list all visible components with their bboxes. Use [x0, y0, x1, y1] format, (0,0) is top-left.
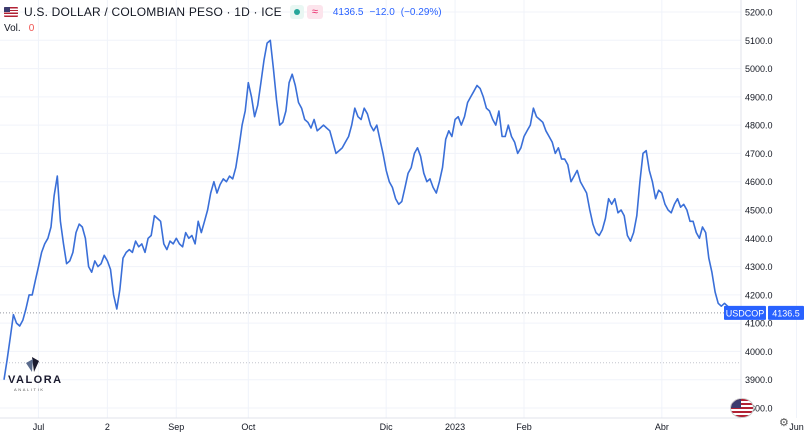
currency-flag-icon[interactable] [730, 398, 754, 418]
us-flag-icon [4, 7, 18, 17]
y-axis[interactable]: 3800.0 3900.0 4000.0 4100.0 4200.0 4300.0 4400… [745, 8, 773, 414]
x-tick-label: 2 [105, 422, 110, 432]
price-change: −12.0 [369, 6, 395, 18]
y-tick-label: 4300.0 [745, 262, 773, 272]
price-change-percent: (−0.29%) [400, 6, 442, 18]
y-tick-label: 3800.0 [745, 404, 773, 414]
y-tick-label: 3900.0 [745, 375, 773, 385]
y-tick-label: 5200.0 [745, 8, 773, 18]
settings-gear-icon[interactable]: ⚙ [779, 417, 789, 429]
volume-label: Vol. [4, 23, 21, 34]
dotted-levels [0, 312, 741, 364]
volume-value: 0 [28, 23, 35, 34]
last-price-tag: USDCOP 4136.5 [724, 305, 804, 320]
y-tick-label: 4800.0 [745, 121, 773, 131]
y-tick-label: 4900.0 [745, 92, 773, 102]
status-dot-icon [293, 9, 300, 15]
equal-icon[interactable]: ≈ [306, 5, 323, 19]
x-tick-label: Feb [516, 422, 532, 432]
logo-triangle-icon [26, 357, 39, 372]
x-tick-label: 2023 [445, 422, 465, 432]
y-tick-label: 4200.0 [745, 290, 773, 300]
chart-legend-header[interactable]: U.S. DOLLAR / COLOMBIAN PESO · 1D · ICE … [4, 4, 448, 20]
price-series-line [3, 39, 738, 380]
status-indicator[interactable] [289, 5, 304, 19]
x-tick-label: Dic [380, 422, 393, 432]
x-tick-label: Sep [168, 422, 184, 432]
volume-legend[interactable]: Vol. 0 [4, 23, 34, 34]
logo-name: VALORA [8, 374, 63, 386]
last-price: 4136.5 [332, 6, 364, 18]
last-price-value-box [768, 305, 804, 320]
y-tick-label: 4000.0 [745, 347, 773, 357]
symbol-title[interactable]: U.S. DOLLAR / COLOMBIAN PESO · 1D · ICE [24, 5, 282, 19]
y-tick-label: 4700.0 [745, 149, 773, 159]
chart-grid [0, 0, 798, 419]
y-tick-label: 4400.0 [745, 234, 773, 244]
last-price-symbol-box [724, 305, 766, 320]
logo-subtitle: ANALITIK [14, 387, 45, 392]
x-tick-label: Jul [33, 422, 45, 432]
y-tick-label: 4600.0 [745, 177, 773, 187]
last-price-symbol: USDCOP [726, 308, 765, 318]
y-tick-label: 5100.0 [745, 36, 773, 46]
quote-values: 4136.5 −12.0 (−0.29%) [333, 7, 448, 18]
x-tick-label: Abr [655, 422, 669, 432]
x-axis[interactable]: Jul 2 Sep Oct Dic 2023 Feb Abr Jun [33, 422, 804, 432]
y-tick-label: 4100.0 [745, 319, 773, 329]
y-tick-label: 4500.0 [745, 206, 773, 216]
y-tick-label: 5000.0 [745, 64, 773, 74]
x-tick-label: Jun [789, 422, 804, 432]
last-price-value: 4136.5 [772, 308, 800, 318]
x-tick-label: Oct [241, 422, 256, 432]
